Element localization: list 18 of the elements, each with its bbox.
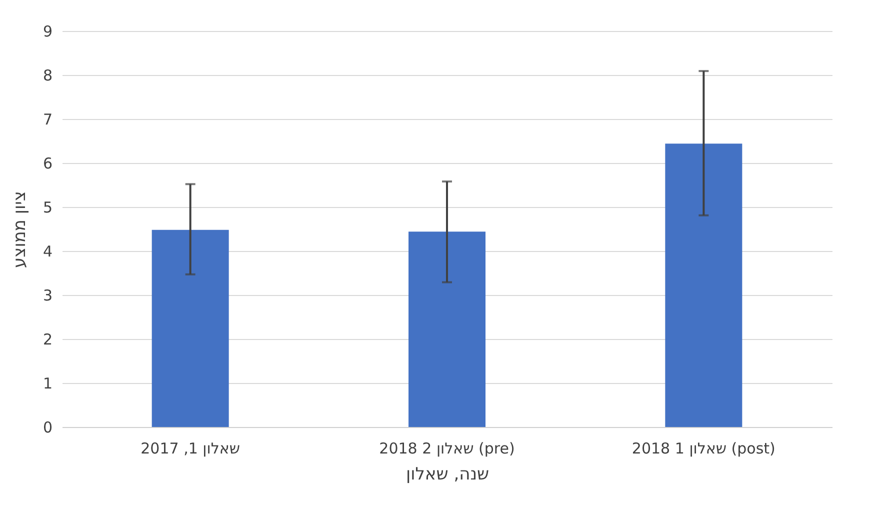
y-tick-label: 8 — [42, 66, 52, 84]
y-tick-label: 4 — [42, 242, 52, 260]
y-tick-label: 9 — [42, 22, 52, 40]
y-tick-label: 5 — [42, 198, 52, 216]
y-tick-label: 3 — [42, 286, 52, 304]
bar — [665, 144, 742, 427]
bar — [152, 230, 229, 427]
bar — [408, 232, 486, 427]
y-tick-label: 1 — [42, 374, 52, 392]
x-axis-title: שנה, שאלון — [406, 464, 490, 484]
y-axis-title: ציון ממוצע — [10, 190, 30, 268]
y-tick-label: 6 — [42, 154, 52, 172]
y-tick-label: 0 — [42, 418, 52, 436]
x-tick-label: שאלון 1 2018 (post) — [632, 440, 776, 458]
y-tick-label: 7 — [42, 110, 52, 128]
x-tick-label: שאלון 2 2018 (pre) — [379, 440, 515, 458]
x-tick-label: שאלון 1, 2017 — [140, 440, 240, 458]
y-tick-label: 2 — [42, 330, 52, 348]
